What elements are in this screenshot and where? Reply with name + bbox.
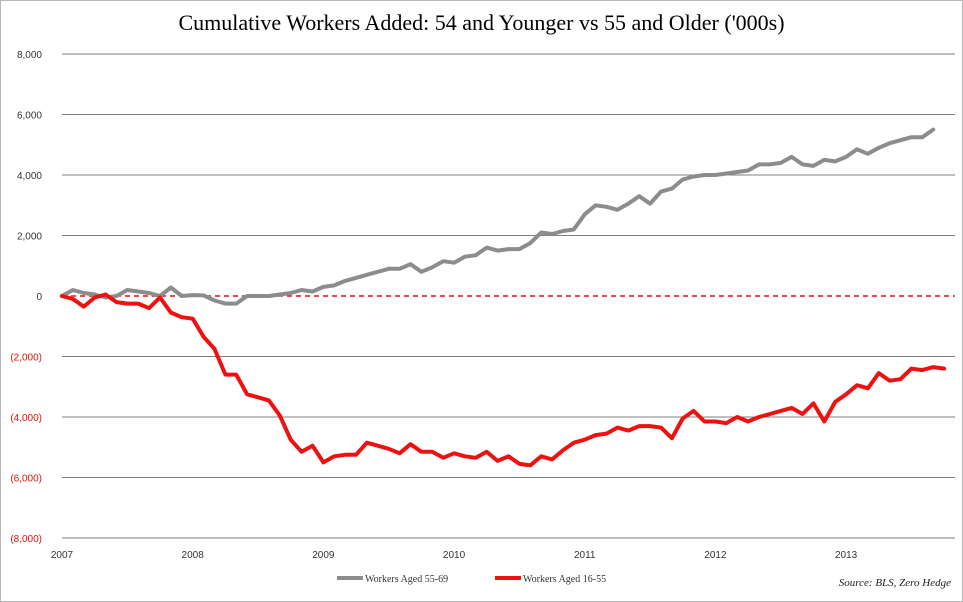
y-tick-label: 8,000	[17, 50, 42, 61]
x-tick-label: 2011	[574, 550, 596, 561]
x-tick-label: 2010	[443, 550, 466, 561]
series-line	[60, 292, 947, 468]
y-tick-label: 0	[36, 292, 42, 303]
x-tick-label: 2013	[835, 550, 858, 561]
x-tick-label: 2008	[182, 550, 205, 561]
series-lines	[60, 127, 947, 468]
legend-label: Workers Aged 55-69	[365, 574, 448, 585]
y-tick-label: (6,000)	[10, 474, 42, 485]
legend: Workers Aged 55-69 Workers Aged 16-55	[337, 574, 606, 585]
y-tick-label: (8,000)	[10, 534, 42, 545]
x-tick-label: 2007	[51, 550, 74, 561]
y-axis-ticks: 8,000 6,000 4,000 2,000 0 (2,000) (4,000) (6,00…	[10, 50, 42, 545]
source-note: Source: BLS, Zero Hedge	[838, 577, 951, 589]
series-line	[60, 127, 936, 306]
grid-lines	[62, 53, 955, 539]
chart-title: Cumulative Workers Added: 54 and Younger…	[178, 10, 785, 35]
y-tick-label: (4,000)	[10, 413, 42, 424]
y-tick-label: 6,000	[17, 111, 42, 122]
x-tick-label: 2009	[312, 550, 335, 561]
x-axis-ticks: 2007 2008 2009 2010 2011 2012 2013	[51, 550, 858, 561]
y-tick-label: 4,000	[17, 171, 42, 182]
legend-label: Workers Aged 16-55	[523, 574, 606, 585]
y-tick-label: 2,000	[17, 232, 42, 243]
x-tick-label: 2012	[704, 550, 727, 561]
y-tick-label: (2,000)	[10, 353, 42, 364]
